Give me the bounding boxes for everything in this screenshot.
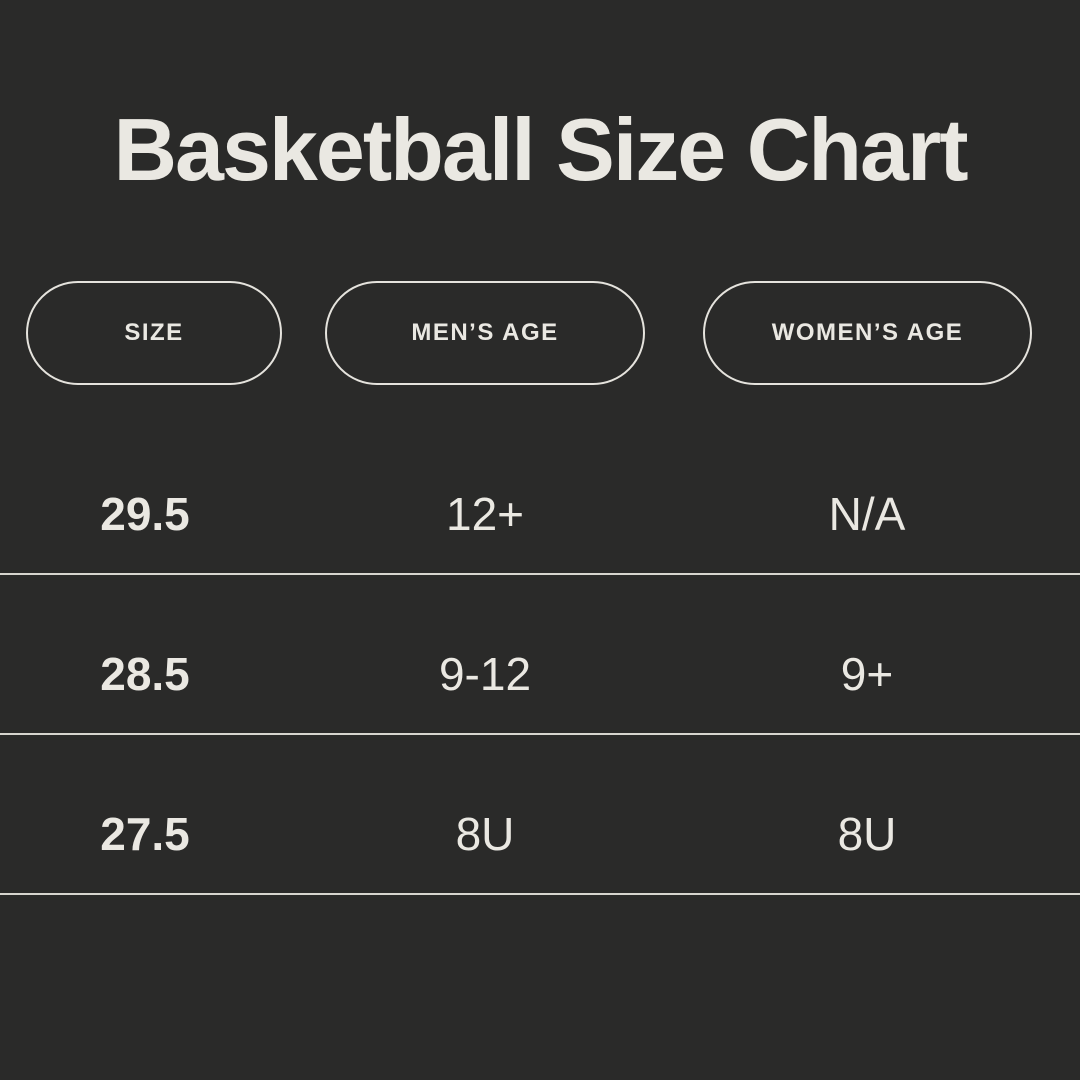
cell-size: 29.5 — [100, 488, 190, 540]
column-header-pill-mens-age: MEN’S AGE — [325, 281, 645, 385]
cell-mens-age: 9-12 — [438, 648, 532, 700]
page-title: Basketball Size Chart — [113, 100, 969, 199]
cell-mens-age: 12+ — [445, 488, 525, 540]
cell-mens-age: 8U — [455, 808, 515, 860]
cell-womens-age: 8U — [837, 808, 897, 860]
table-row: 27.5 8U 8U — [0, 735, 1080, 895]
column-header-label-size: SIZE — [124, 319, 184, 346]
table-row: 28.5 9-12 9+ — [0, 575, 1080, 735]
column-header-label-mens-age: MEN’S AGE — [411, 319, 559, 346]
cell-womens-age: N/A — [828, 488, 906, 540]
column-header-pill-size: SIZE — [26, 281, 282, 385]
table-row: 29.5 12+ N/A — [0, 415, 1080, 575]
cell-size: 27.5 — [100, 808, 190, 860]
column-header-pill-womens-age: WOMEN’S AGE — [703, 281, 1032, 385]
cell-womens-age: 9+ — [840, 648, 894, 700]
column-header-label-womens-age: WOMEN’S AGE — [771, 319, 964, 346]
cell-size: 28.5 — [100, 648, 190, 700]
